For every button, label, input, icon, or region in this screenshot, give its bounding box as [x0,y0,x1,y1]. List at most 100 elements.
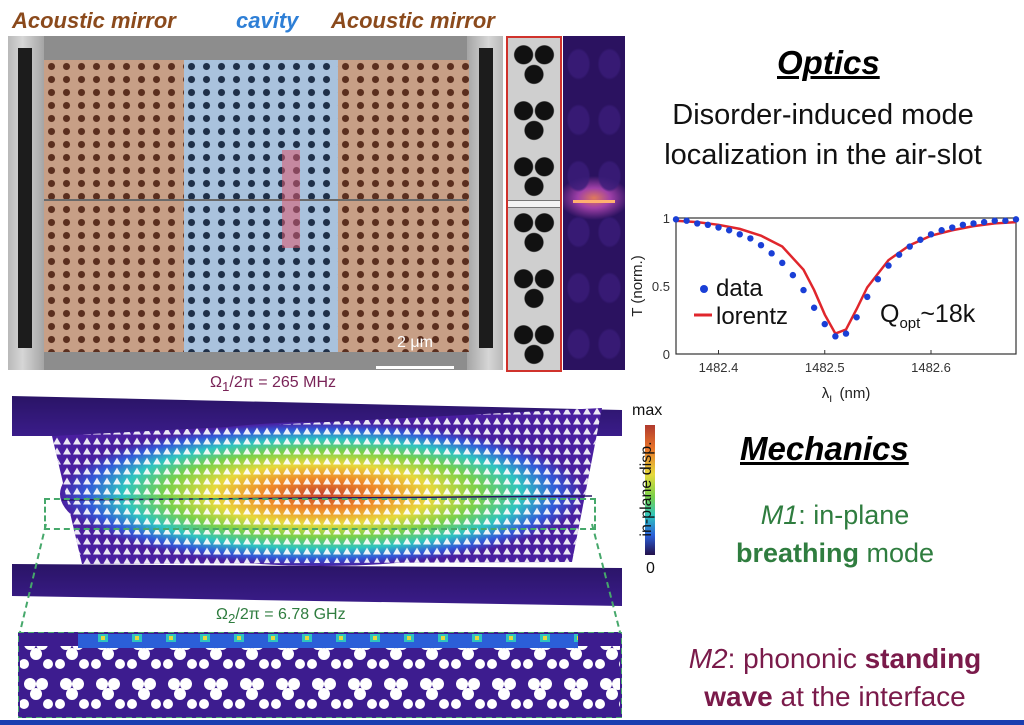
data-point [864,293,871,301]
data-point [672,216,680,223]
m2-line2: wave at the interface [648,678,1022,716]
x-tick-label: 1482.6 [911,360,951,375]
fem-hole-lattice [52,408,602,564]
acoustic-mirror-region-left [44,60,184,352]
optical-mode-holes [563,36,625,370]
data-point [895,251,903,258]
data-point [917,236,924,243]
mode-localization-highlight [282,150,300,248]
data-point [800,286,807,294]
x-tick-label: 1482.5 [805,360,845,375]
data-point [747,235,754,242]
data-point [842,330,850,337]
m1-name: M1 [760,500,799,530]
m2-bold-a: standing [864,643,982,674]
m2-bold-b: wave [704,681,773,712]
y-tick-label: 0.5 [652,279,670,294]
data-point [853,314,860,321]
colorbar-axis-label: in-plane disp. [638,441,655,537]
data-point [980,218,988,226]
data-point [949,224,956,231]
data-point [991,217,998,224]
acoustic-mirror-region-right [338,60,469,352]
zoom-hole-lattice [20,646,620,716]
data-point [970,220,977,227]
data-point [1002,217,1009,224]
q-annotation-tail: ~18k [920,300,975,328]
zoom-standing-wave [78,634,578,648]
connector-left [19,523,47,633]
q-annotation-sub: opt [899,315,921,332]
data-point [683,217,690,224]
legend-data-label: data [716,275,763,302]
m2-text-b: at the interface [772,681,966,712]
x-axis-label-unit: (nm) [835,385,870,402]
connector-right [591,523,621,633]
series-lorentz-line [675,219,1017,336]
fem-support-bottom [12,564,622,606]
omega2-label: Ω2/2π = 6.78 GHz [216,606,346,626]
label-cavity: cavity [236,8,299,33]
data-point [789,271,797,279]
omega2-symbol: Ω [216,606,228,623]
m2-name: M2 [688,643,728,674]
optics-description-line2: localization in the air-slot [664,139,982,171]
fem-standing-wave [18,632,622,718]
x-axis-label-sub: L [829,394,835,402]
x-axis-label: λL (nm) [822,385,871,402]
m2-text-a: : phononic [727,643,865,674]
data-point [885,262,892,269]
data-point [1012,216,1020,223]
m1-text-a: : in-plane [798,500,910,530]
m1-text-b: mode [858,538,935,568]
optics-title: Optics [777,44,880,81]
y-tick-label: 1 [663,211,670,226]
optics-description-line1: Disorder-induced mode [672,99,974,131]
data-point [779,259,786,267]
omega2-value: /2π = 6.78 GHz [235,606,346,623]
y-tick-label: 0 [663,347,670,362]
air-slot-line [44,199,467,201]
data-point [821,320,828,328]
cavity-region [184,60,338,352]
m1-line2: breathing mode [700,534,970,572]
data-point [757,242,765,249]
data-point [704,221,712,228]
sem-image: 2 μm [8,36,503,370]
omega1-sub: 1 [221,379,230,395]
zoom-air-slot [508,200,560,208]
x-tick-label: 1482.4 [699,360,739,375]
omega1-value: /2π = 265 MHz [229,374,337,391]
zoom-connector-lines [19,523,621,633]
sem-trench-left [18,48,32,348]
data-point [810,304,818,311]
colorbar-max-label: max [632,402,663,419]
mechanics-title: Mechanics [740,430,909,467]
data-point [768,250,775,257]
sem-trench-right [479,48,493,348]
data-point [927,231,935,238]
data-point [874,276,882,283]
omega1-symbol: Ω [210,374,222,391]
label-acoustic-mirror-right: Acoustic mirror [331,8,495,33]
data-point [832,333,839,340]
scale-bar-label: 2 μm [397,334,433,351]
legend-data-marker [700,285,708,293]
data-point [715,224,722,231]
label-acoustic-mirror-left: Acoustic mirror [12,8,176,33]
optical-mode-panel [563,36,625,370]
scale-bar [376,366,454,369]
legend-lorentz-label: lorentz [716,303,788,330]
colorbar [645,425,655,555]
y-axis-label: T (norm.) [629,255,646,316]
data-point [725,227,733,234]
q-factor-annotation: Qopt~18k [880,300,976,332]
x-axis-label-main: λ [822,385,830,402]
data-point [736,231,743,238]
fem-selection-box [44,498,596,530]
m2-line1: M2: phononic standing [648,640,1022,678]
bottom-rule [0,720,1024,725]
q-annotation-main: Q [880,300,899,328]
data-point [959,221,967,228]
m1-bold: breathing [735,538,859,568]
